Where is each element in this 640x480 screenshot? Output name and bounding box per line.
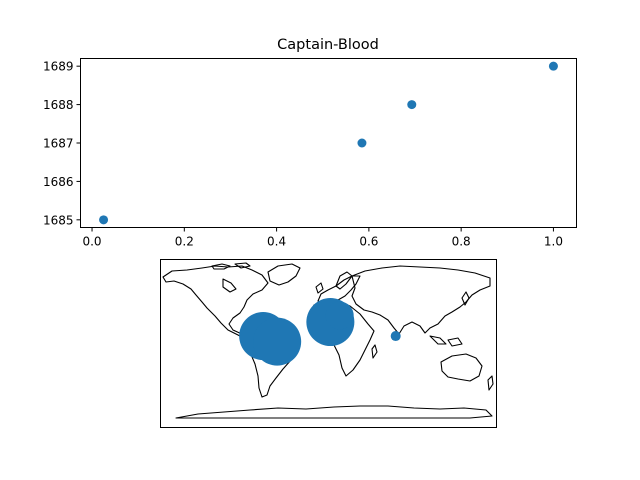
- x-tick-label: 0.6: [359, 235, 378, 249]
- scatter-point: [99, 215, 109, 225]
- y-tick-label: 1685: [43, 213, 74, 227]
- map-marker: [325, 301, 354, 330]
- x-tick-label: 1.0: [544, 235, 563, 249]
- world-map: [160, 259, 497, 428]
- scatter-point: [357, 138, 367, 148]
- scatter-point: [407, 100, 417, 110]
- chart-title: Captain-Blood: [277, 37, 379, 53]
- y-tick-label: 1687: [43, 137, 74, 151]
- y-tick-label: 1689: [43, 60, 74, 74]
- map-marker: [390, 331, 401, 342]
- map-frame: [160, 259, 497, 428]
- y-tick-label: 1686: [43, 175, 74, 189]
- coastlines: [162, 262, 494, 419]
- x-tick-label: 0.4: [267, 235, 286, 249]
- map-marker: [253, 317, 302, 366]
- x-tick-label: 0.8: [452, 235, 471, 249]
- x-tick-label: 0.2: [175, 235, 194, 249]
- map-markers: [239, 298, 401, 366]
- y-tick-label: 1688: [43, 98, 74, 112]
- scatter-plot: Captain-Blood 0.0 0.2 0.4 0.6 0.8 1.0 1685 1686…: [43, 37, 577, 249]
- scatter-axes: 0.0 0.2 0.4 0.6 0.8 1.0 1685 1686 1687 1688 1689: [43, 60, 563, 249]
- scatter-axes-frame: [80, 58, 577, 228]
- x-tick-label: 0.0: [82, 235, 101, 249]
- scatter-series: [99, 61, 558, 225]
- scatter-point: [548, 61, 558, 71]
